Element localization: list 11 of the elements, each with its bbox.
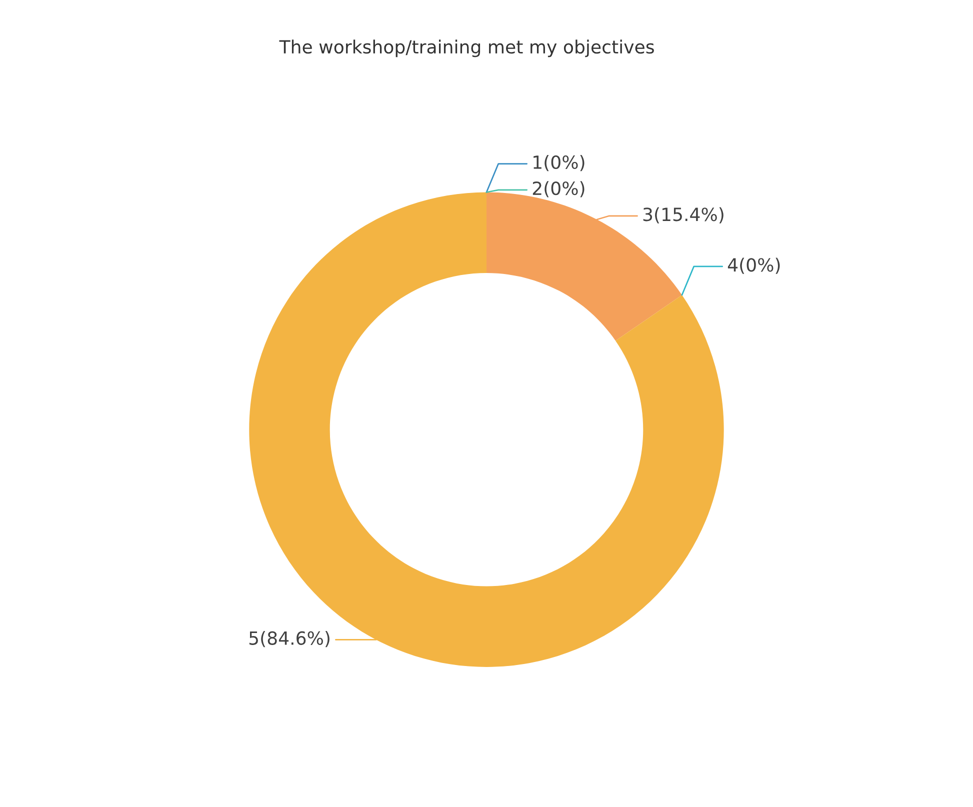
slice-label: 3 xyxy=(643,208,652,222)
text: (0%) xyxy=(740,258,780,274)
text: (0%) xyxy=(544,181,584,198)
text: (0%) xyxy=(544,155,584,172)
category-label: 4 xyxy=(728,258,738,272)
category-label: 1 xyxy=(534,156,542,169)
legend-label: 2 xyxy=(532,181,542,195)
data-label: (84.6%) xyxy=(261,631,330,648)
chart-title: The workshop/training met my objectives xyxy=(279,40,654,58)
slice-label: 5 xyxy=(249,632,258,645)
data-label: (15.4%) xyxy=(655,207,724,224)
